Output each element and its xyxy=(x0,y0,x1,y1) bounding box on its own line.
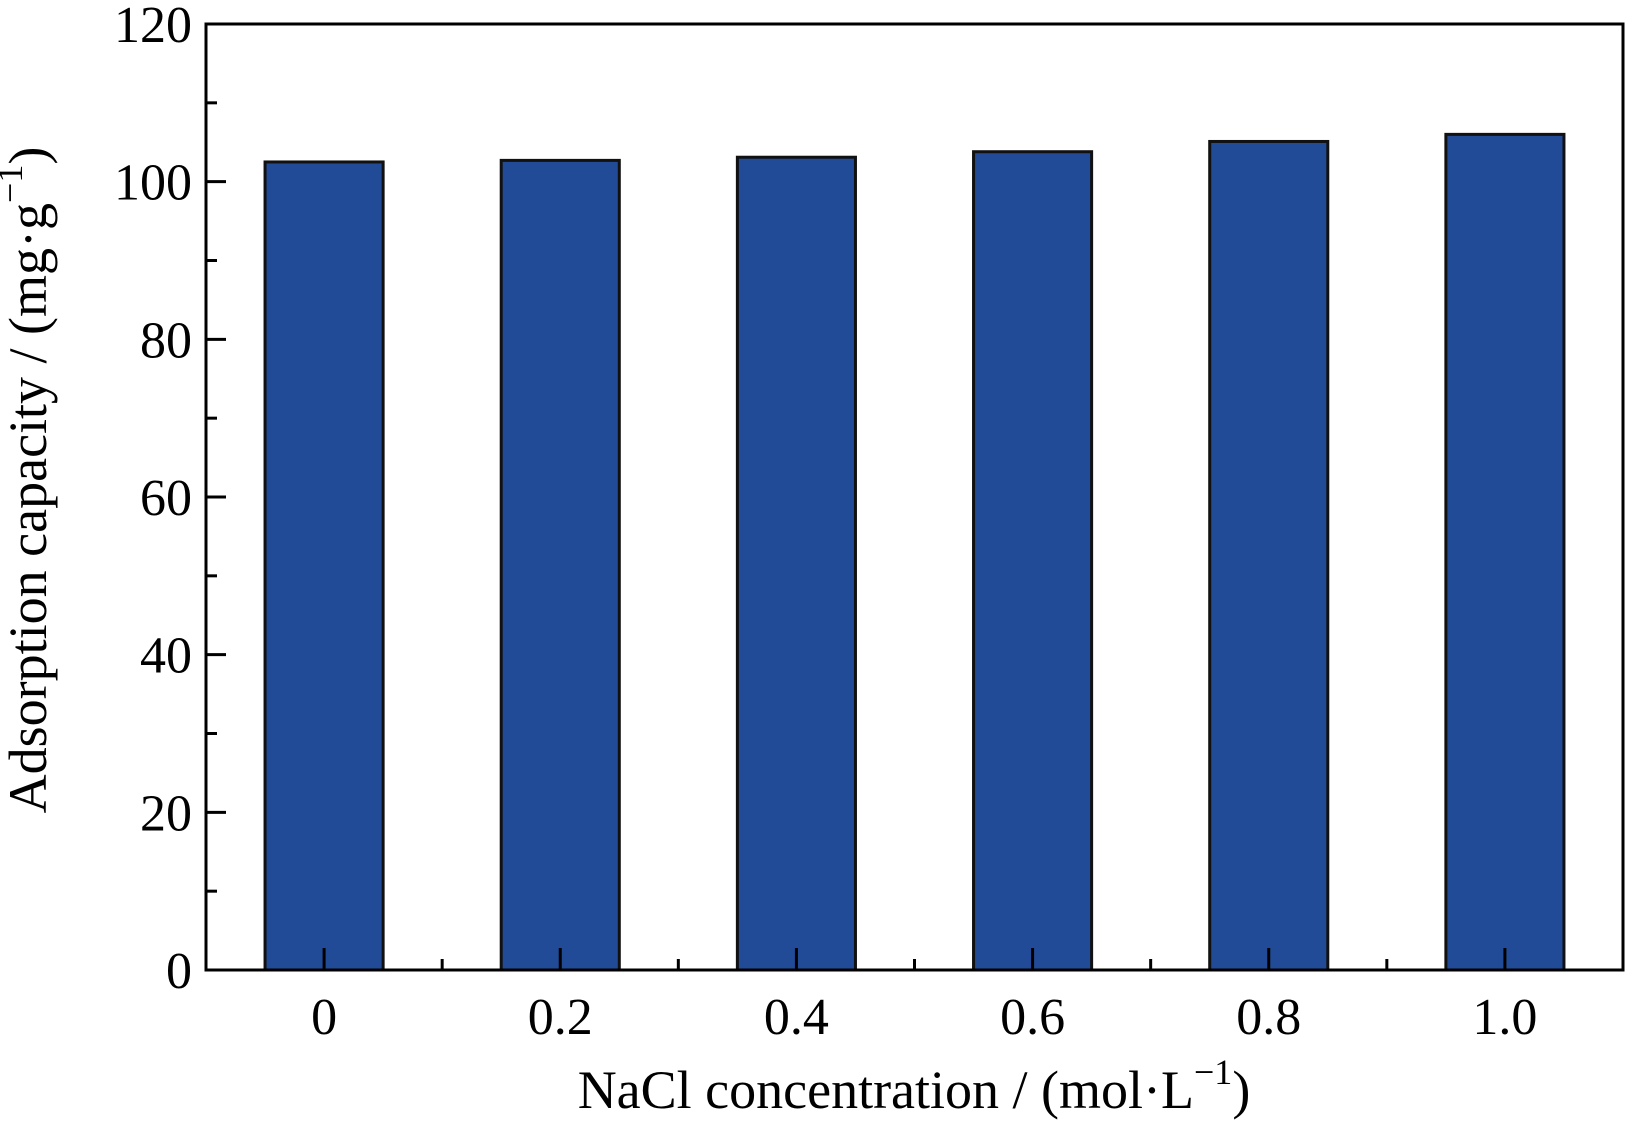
y-axis-title: Adsorption capacity / (mg·g−1) xyxy=(0,147,58,814)
bar-0 xyxy=(263,160,385,972)
x-tick-label: 0.2 xyxy=(528,989,593,1046)
y-axis-title-sup: −1 xyxy=(0,165,30,203)
y-tick-label: 60 xyxy=(140,470,192,527)
bar-0-8 xyxy=(1208,139,1330,972)
bar-0-6 xyxy=(972,150,1094,972)
bar-1-0 xyxy=(1444,132,1566,972)
x-axis-ticks: 0 0.2 0.4 0.6 0.8 1.0 xyxy=(311,948,1537,1046)
y-axis-title-main: Adsorption capacity / (mg·g xyxy=(0,203,58,813)
x-axis-title-close: ) xyxy=(1232,1060,1250,1120)
x-tick-label: 0.6 xyxy=(1000,989,1065,1046)
y-tick-label: 120 xyxy=(114,0,192,54)
x-tick-label: 0.8 xyxy=(1236,989,1301,1046)
y-tick-label: 40 xyxy=(140,628,192,685)
y-axis-title-close: ) xyxy=(0,147,58,165)
x-tick-label: 1.0 xyxy=(1472,989,1537,1046)
y-axis-ticks: 0 20 40 60 80 100 120 xyxy=(114,0,226,1000)
x-tick-label: 0 xyxy=(311,989,337,1046)
plot-frame xyxy=(204,22,1625,972)
y-tick-label: 20 xyxy=(140,785,192,842)
y-tick-label: 80 xyxy=(140,312,192,369)
x-axis-title: NaCl concentration / (mol·L−1) xyxy=(578,1052,1251,1120)
bars-group xyxy=(263,132,1566,972)
x-tick-label: 0.4 xyxy=(764,989,829,1046)
x-axis-title-sup: −1 xyxy=(1194,1052,1232,1092)
y-tick-label: 100 xyxy=(114,155,192,212)
x-axis-title-main: NaCl concentration / (mol·L xyxy=(578,1060,1194,1120)
bar-0-2 xyxy=(499,158,621,972)
y-tick-label: 0 xyxy=(166,943,192,1000)
bar-0-4 xyxy=(735,155,857,972)
